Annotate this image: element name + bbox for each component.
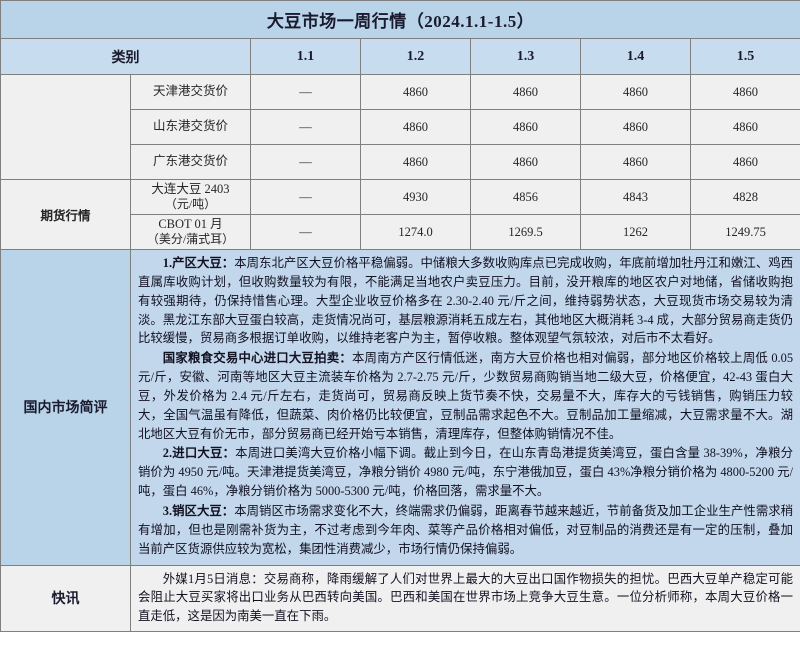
commentary-section-body: 1.产区大豆：本周东北产区大豆价格平稳偏弱。中储粮大多数收购库点已完成收购，年底… [129, 249, 800, 566]
commentary-row: 国内市场简评 1.产区大豆：本周东北产区大豆价格平稳偏弱。中储粮大多数收购库点已… [0, 249, 800, 566]
date-column-3: 1.3 [470, 38, 581, 75]
table-row: 期货行情 大连大豆 2403 （元/吨） — 4930 4856 4843 48… [0, 179, 800, 250]
cell-cbot-1-4: 1262 [580, 214, 691, 250]
cell-dalian-1-3: 4856 [470, 179, 581, 215]
news-flash-text: 外媒1月5日消息：交易商称，降雨缓解了人们对世界上最大的大豆出口国作物损失的担忧… [138, 571, 794, 624]
cell-cbot-1-5: 1249.75 [689, 214, 800, 250]
commentary-paragraph-3-text: 本周进口美湾大豆价格小幅下调。截止到今日，在山东青岛港提货美湾豆，蛋白含量 38… [138, 446, 794, 499]
cell-shandong-1-1: — [250, 109, 361, 145]
row-label-dalian-unit: （元/吨） [164, 197, 217, 212]
report-title: 大豆市场一周行情（2024.1.1-1.5） [0, 0, 800, 39]
commentary-paragraph-3-heading: 2.进口大豆： [162, 446, 236, 461]
commentary-paragraph-2-text: 本周南方产区行情低迷，南方大豆价格也相对偏弱，部分地区价格较上周低 0.05 元… [138, 351, 794, 441]
cell-guangdong-1-5: 4860 [689, 144, 800, 180]
news-flash-label: 快讯 [0, 564, 131, 633]
cell-dalian-1-1: — [250, 179, 361, 215]
commentary-paragraph-2: 国家粮食交易中心进口大豆拍卖：本周南方产区行情低迷，南方大豆价格也相对偏弱，部分… [138, 349, 793, 443]
cell-guangdong-1-2: 4860 [360, 144, 471, 180]
cell-dalian-1-2: 4930 [360, 179, 471, 215]
row-label-dalian: 大连大豆 2403 （元/吨） [130, 179, 251, 215]
soybean-market-report-table: 大豆市场一周行情（2024.1.1-1.5） 类别 1.1 1.2 1.3 1.… [0, 0, 800, 633]
cell-tianjin-1-3: 4860 [470, 74, 581, 110]
cell-tianjin-1-1: — [250, 74, 361, 110]
commentary-paragraph-4-text: 本周销区市场需求变化不大，终端需求仍偏弱，距离春节越来越近，节前备货及加工企业生… [138, 503, 794, 556]
category-header: 类别 [0, 38, 251, 75]
table-row: 天津港交货价 — 4860 4860 4860 4860 [0, 74, 800, 180]
cell-cbot-1-1: — [250, 214, 361, 250]
cell-dalian-1-5: 4828 [689, 179, 800, 215]
row-label-tianjin: 天津港交货价 [130, 74, 251, 110]
row-label-guangdong: 广东港交货价 [130, 144, 251, 180]
commentary-paragraph-1-text: 本周东北产区大豆价格平稳偏弱。中储粮大多数收购库点已完成收购，年底前增加牡丹江和… [138, 256, 794, 346]
date-column-1: 1.1 [250, 38, 361, 75]
row-label-dalian-main: 大连大豆 2403 [151, 181, 230, 196]
cell-guangdong-1-4: 4860 [580, 144, 691, 180]
commentary-paragraph-1: 1.产区大豆：本周东北产区大豆价格平稳偏弱。中储粮大多数收购库点已完成收购，年底… [138, 254, 793, 348]
title-row: 大豆市场一周行情（2024.1.1-1.5） [0, 0, 800, 39]
cell-tianjin-1-4: 4860 [580, 74, 691, 110]
spot-group-label-empty [0, 74, 131, 180]
table-row: 山东港交货价 — 4860 4860 4860 4860 [1, 109, 800, 145]
date-column-4: 1.4 [580, 38, 691, 75]
row-label-shandong: 山东港交货价 [130, 109, 251, 145]
cell-shandong-1-5: 4860 [689, 109, 800, 145]
table-row: CBOT 01 月 （美分/蒲式耳） — 1274.0 1269.5 1262 … [1, 214, 800, 250]
row-label-cbot-unit: （美分/蒲式耳） [146, 232, 235, 247]
commentary-paragraph-2-heading: 国家粮食交易中心进口大豆拍卖： [162, 351, 352, 366]
date-column-5: 1.5 [689, 38, 800, 75]
date-column-2: 1.2 [360, 38, 471, 75]
cell-guangdong-1-3: 4860 [470, 144, 581, 180]
cell-dalian-1-4: 4843 [580, 179, 691, 215]
cell-shandong-1-4: 4860 [580, 109, 691, 145]
commentary-paragraph-3: 2.进口大豆：本周进口美湾大豆价格小幅下调。截止到今日，在山东青岛港提货美湾豆，… [138, 444, 793, 501]
cell-tianjin-1-2: 4860 [360, 74, 471, 110]
row-label-cbot: CBOT 01 月 （美分/蒲式耳） [130, 214, 251, 250]
cell-guangdong-1-1: — [250, 144, 361, 180]
cell-cbot-1-3: 1269.5 [470, 214, 581, 250]
column-header-row: 类别 1.1 1.2 1.3 1.4 1.5 [0, 38, 800, 75]
commentary-paragraph-1-heading: 1.产区大豆： [162, 256, 235, 270]
cell-tianjin-1-5: 4860 [689, 74, 800, 110]
commentary-paragraph-4-heading: 3.销区大豆： [162, 503, 235, 518]
futures-group-label: 期货行情 [0, 179, 131, 250]
cell-shandong-1-2: 4860 [360, 109, 471, 145]
news-flash-row: 快讯 外媒1月5日消息：交易商称，降雨缓解了人们对世界上最大的大豆出口国作物损失… [0, 564, 800, 633]
row-label-cbot-main: CBOT 01 月 [158, 216, 223, 231]
cell-shandong-1-3: 4860 [470, 109, 581, 145]
commentary-section-label: 国内市场简评 [0, 249, 131, 566]
cell-cbot-1-2: 1274.0 [360, 214, 471, 250]
commentary-paragraph-4: 3.销区大豆：本周销区市场需求变化不大，终端需求仍偏弱，距离春节越来越近，节前备… [138, 502, 793, 559]
table-row: 广东港交货价 — 4860 4860 4860 4860 [1, 144, 800, 180]
news-flash-body: 外媒1月5日消息：交易商称，降雨缓解了人们对世界上最大的大豆出口国作物损失的担忧… [129, 564, 800, 633]
